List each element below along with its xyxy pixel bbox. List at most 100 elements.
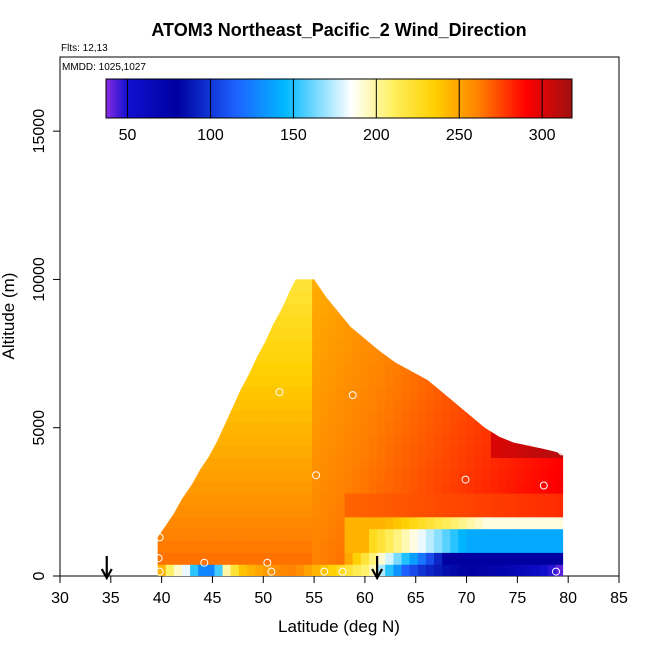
heat-cell bbox=[482, 374, 492, 387]
heat-cell bbox=[247, 303, 256, 316]
heat-cell bbox=[222, 350, 232, 364]
heat-cell bbox=[515, 409, 524, 423]
heat-cell bbox=[393, 552, 403, 565]
heat-cell bbox=[165, 279, 175, 292]
heat-cell bbox=[344, 493, 354, 506]
heat-cell bbox=[287, 350, 297, 364]
heat-cell bbox=[442, 469, 451, 482]
heat-cell bbox=[279, 398, 289, 411]
heat-cell bbox=[482, 552, 492, 565]
heat-cell bbox=[450, 540, 459, 553]
heat-cell bbox=[287, 326, 297, 340]
heat-cell bbox=[320, 362, 329, 375]
heat-cell bbox=[222, 433, 232, 447]
heat-cell bbox=[165, 386, 175, 399]
flight-arrow bbox=[100, 556, 113, 581]
heat-cell bbox=[450, 338, 459, 352]
heat-cell bbox=[377, 528, 386, 541]
heat-cell bbox=[409, 386, 419, 399]
heat-cell bbox=[515, 326, 524, 340]
heat-cell bbox=[490, 421, 500, 435]
heat-cell bbox=[190, 433, 199, 447]
heat-cell bbox=[157, 362, 167, 375]
heat-cell bbox=[523, 469, 533, 482]
heat-cell bbox=[271, 279, 281, 281]
heat-cell bbox=[230, 421, 240, 435]
heat-cell bbox=[198, 409, 207, 423]
heat-cell bbox=[295, 279, 305, 292]
heat-cell bbox=[238, 481, 248, 494]
heat-cell bbox=[312, 493, 321, 506]
heat-cell bbox=[295, 303, 305, 316]
heat-cell bbox=[247, 374, 256, 387]
heat-cell bbox=[515, 469, 524, 482]
heat-cell bbox=[255, 350, 264, 364]
heat-cell bbox=[482, 433, 492, 447]
heat-cell bbox=[539, 421, 549, 435]
heat-cell bbox=[247, 564, 256, 576]
heat-cell bbox=[466, 421, 476, 435]
heat-cell bbox=[442, 481, 451, 494]
heat-cell bbox=[425, 552, 435, 565]
heat-cell bbox=[247, 421, 256, 435]
heat-cell bbox=[271, 398, 281, 411]
heat-cell bbox=[556, 279, 564, 292]
heat-cell bbox=[263, 433, 272, 447]
heat-cell bbox=[442, 504, 451, 518]
heat-cell bbox=[190, 291, 199, 304]
heat-cell bbox=[490, 445, 500, 458]
heat-cell bbox=[434, 540, 443, 553]
heat-cell bbox=[450, 374, 459, 387]
heat-cell bbox=[401, 552, 411, 565]
heat-cell bbox=[336, 528, 346, 541]
heat-cell bbox=[206, 409, 216, 423]
heat-cell bbox=[287, 564, 297, 576]
heat-cell bbox=[263, 516, 272, 530]
heat-cell bbox=[482, 469, 492, 482]
heat-cell bbox=[263, 279, 272, 281]
heat-cell bbox=[303, 279, 313, 292]
heat-cell bbox=[157, 433, 167, 447]
heat-cell bbox=[198, 564, 207, 576]
heat-cell bbox=[238, 516, 248, 530]
heat-cell bbox=[474, 279, 484, 281]
heat-cell bbox=[360, 469, 370, 482]
heat-cell bbox=[547, 433, 557, 447]
heat-cell bbox=[230, 386, 240, 399]
heat-cell bbox=[547, 493, 557, 506]
heat-cell bbox=[450, 433, 459, 447]
heat-cell bbox=[556, 445, 564, 458]
heat-cell bbox=[450, 552, 459, 565]
heat-cell bbox=[328, 362, 337, 375]
heat-cell bbox=[206, 564, 216, 576]
heat-cell bbox=[238, 326, 248, 340]
heat-cell bbox=[295, 338, 305, 352]
heat-cell bbox=[279, 350, 289, 364]
heat-cell bbox=[393, 326, 403, 340]
heat-cell bbox=[417, 315, 427, 328]
heat-cell bbox=[531, 303, 541, 316]
heat-cell bbox=[173, 386, 183, 399]
heat-cell bbox=[466, 552, 476, 565]
heat-cell bbox=[312, 540, 321, 553]
heat-cell bbox=[523, 386, 533, 399]
heat-cell bbox=[198, 433, 207, 447]
heat-cell bbox=[385, 564, 394, 576]
heat-cell bbox=[539, 493, 549, 506]
heat-cell bbox=[499, 528, 508, 541]
heat-cell bbox=[458, 374, 468, 387]
heat-cell bbox=[499, 291, 508, 304]
heat-cell bbox=[393, 409, 403, 423]
heat-cell bbox=[434, 362, 443, 375]
heat-cell bbox=[344, 504, 354, 518]
heat-cell bbox=[279, 409, 289, 423]
heat-cell bbox=[352, 421, 362, 435]
heat-cell bbox=[287, 386, 297, 399]
heat-cell bbox=[425, 386, 435, 399]
heat-cell bbox=[458, 433, 468, 447]
heat-cell bbox=[173, 326, 183, 340]
heat-cell bbox=[303, 315, 313, 328]
heat-cell bbox=[230, 409, 240, 423]
heat-cell bbox=[295, 362, 305, 375]
heat-cell bbox=[328, 326, 337, 340]
